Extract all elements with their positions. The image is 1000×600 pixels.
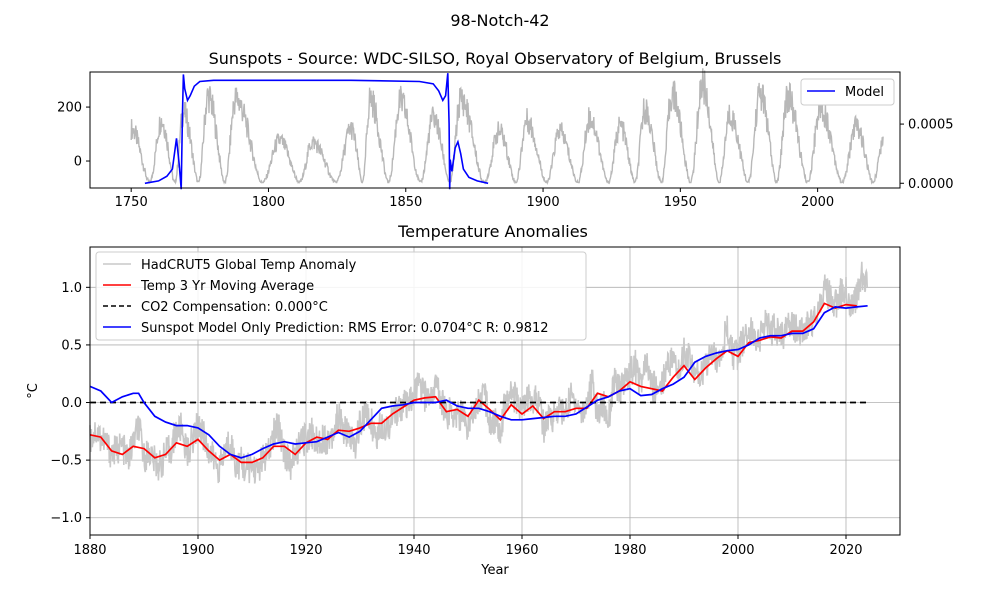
temperature-x-tick-1880: 1880	[73, 543, 106, 558]
legend-label-co2: CO2 Compensation: 0.000°C	[141, 300, 328, 315]
sunspots-series-line	[130, 68, 884, 186]
temperature-x-tick-1920: 1920	[289, 543, 322, 558]
sunspots-x-tick-1850: 1850	[389, 195, 422, 210]
figure-suptitle: 98-Notch-42	[450, 11, 549, 30]
temperature-x-tick-1960: 1960	[505, 543, 538, 558]
legend-label-moving-average: Temp 3 Yr Moving Average	[140, 279, 314, 294]
temperature-y-tick-1-0: 1.0	[61, 281, 82, 296]
sunspots-y2-tick-0-0005: 0.0005	[908, 118, 954, 133]
sunspots-y2-tick-0-0000: 0.0000	[908, 177, 954, 192]
sunspots-chart-title: Sunspots - Source: WDC-SILSO, Royal Obse…	[209, 49, 782, 68]
temperature-x-tick-1900: 1900	[181, 543, 214, 558]
temperature-legend: HadCRUT5 Global Temp Anomaly Temp 3 Yr M…	[95, 251, 587, 341]
sunspots-x-tick-1950: 1950	[664, 195, 697, 210]
temperature-x-axis-label: Year	[480, 563, 509, 578]
sunspots-x-tick-2000: 2000	[801, 195, 834, 210]
temperature-x-tick-1980: 1980	[613, 543, 646, 558]
temperature-y-axis-label: °C	[26, 383, 41, 399]
sunspots-chart: Sunspots - Source: WDC-SILSO, Royal Obse…	[57, 49, 953, 210]
sunspots-y-tick-200: 200	[57, 101, 82, 116]
sunspots-y-tick-0: 0	[74, 155, 82, 170]
sunspots-legend-label-model: Model	[845, 85, 884, 100]
sunspots-legend: Model	[800, 78, 895, 106]
sunspots-plot-frame	[89, 71, 901, 189]
temperature-x-tick-1940: 1940	[397, 543, 430, 558]
temperature-y-tick-0-5: −0.5	[50, 454, 82, 469]
temperature-y-tick-0-5: 0.5	[61, 338, 82, 353]
sunspots-x-tick-1800: 1800	[252, 195, 285, 210]
sunspot-model-only-prediction-series-line	[89, 304, 868, 459]
sunspot-model-line	[144, 73, 489, 190]
sunspots-x-tick-1750: 1750	[115, 195, 148, 210]
temperature-x-tick-2020: 2020	[829, 543, 862, 558]
temperature-chart: Temperature Anomalies 1880 1900 1920 1940 19…	[26, 222, 901, 578]
legend-label-hadcrut5: HadCRUT5 Global Temp Anomaly	[141, 258, 357, 273]
sunspots-x-tick-1900: 1900	[527, 195, 560, 210]
temperature-plot-frame	[89, 246, 901, 536]
temperature-y-tick-1-0: −1.0	[50, 511, 82, 526]
temperature-y-tick-0-0: 0.0	[61, 396, 82, 411]
temperature-chart-title: Temperature Anomalies	[397, 222, 588, 241]
legend-label-sunspot-model: Sunspot Model Only Prediction: RMS Error…	[141, 321, 549, 336]
temperature-x-tick-2000: 2000	[721, 543, 754, 558]
